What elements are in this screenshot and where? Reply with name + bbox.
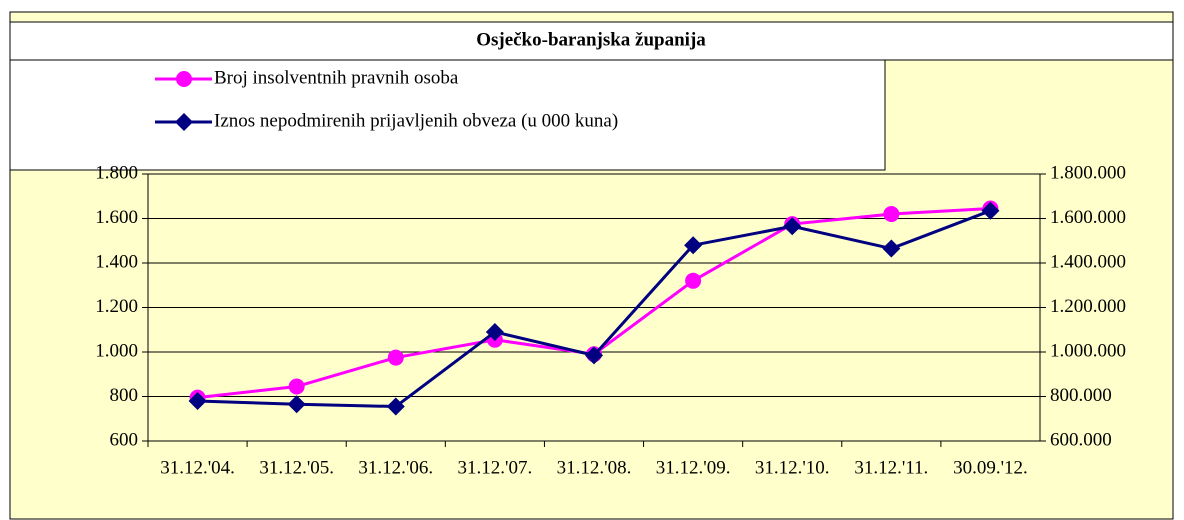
point (684, 236, 703, 255)
y2-tick-label: 1.600.000 (1050, 207, 1126, 228)
x-tick-label: 31.12.'04. (160, 457, 235, 478)
point (175, 113, 193, 131)
point (288, 378, 305, 395)
point (585, 346, 603, 365)
point (685, 272, 702, 289)
point (188, 391, 207, 410)
point (386, 397, 405, 416)
y-tick-label: 1.800 (95, 162, 138, 183)
y2-tick-label: 1.800.000 (1050, 162, 1126, 183)
y2-tick-label: 1.400.000 (1050, 251, 1126, 272)
point (783, 217, 802, 236)
title-box (9, 21, 1174, 61)
chart-title: Osječko-baranjska županija (476, 29, 706, 50)
x-tick-label: 31.12.'07. (458, 457, 533, 478)
y-tick-label: 800 (110, 385, 139, 406)
legend-label: Broj insolventnih pravnih osoba (214, 67, 459, 88)
x-tick-label: 31.12.'11. (854, 457, 928, 478)
point (387, 349, 404, 366)
y-tick-label: 1.400 (95, 251, 138, 272)
y-tick-label: 600 (110, 429, 139, 450)
y2-tick-label: 1.000.000 (1050, 340, 1126, 361)
y-tick-label: 1.000 (95, 340, 138, 361)
y2-tick-label: 1.200.000 (1050, 296, 1126, 317)
point (176, 71, 192, 87)
point (287, 395, 306, 414)
point (882, 239, 901, 258)
y-tick-label: 1.200 (95, 296, 138, 317)
x-tick-label: 31.12.'08. (557, 457, 632, 478)
y2-tick-label: 600.000 (1050, 429, 1112, 450)
x-tick-label: 31.12.'09. (656, 457, 731, 478)
x-tick-label: 30.09.'12. (953, 457, 1028, 478)
legend-label: Iznos nepodmirenih prijavljenih obveza (… (214, 110, 618, 131)
x-tick-label: 31.12.'05. (259, 457, 334, 478)
point (485, 322, 504, 341)
point (883, 206, 900, 223)
point (981, 201, 1000, 220)
x-tick-label: 31.12.'06. (358, 457, 433, 478)
x-tick-label: 31.12.'10. (755, 457, 830, 478)
y2-tick-label: 800.000 (1050, 385, 1112, 406)
y-tick-label: 1.600 (95, 207, 138, 228)
